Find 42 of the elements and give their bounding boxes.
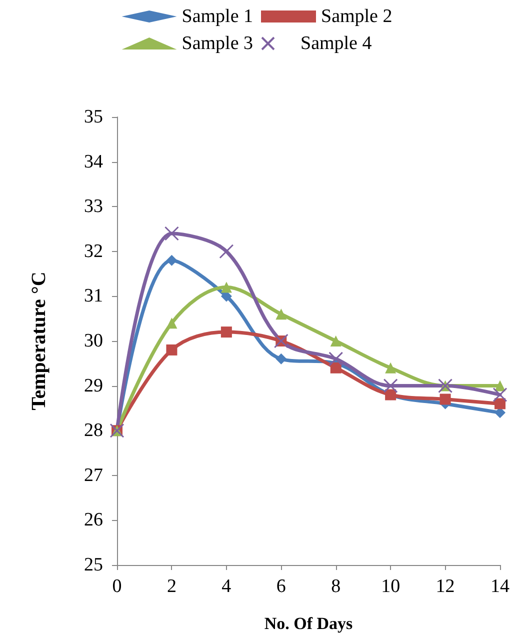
y-axis-title: Temperature °C — [28, 272, 50, 410]
y-tick-label: 30 — [84, 330, 103, 352]
y-tick-label: 29 — [84, 375, 103, 396]
point — [276, 308, 287, 320]
x-tick-label: 6 — [276, 576, 286, 597]
point — [164, 226, 179, 241]
y-tick-label: 35 — [84, 106, 103, 128]
point — [166, 344, 178, 356]
point — [166, 318, 178, 329]
y-tick-label: 25 — [84, 554, 103, 576]
point — [385, 362, 396, 374]
x-tick-label: 14 — [490, 576, 510, 597]
point — [440, 394, 451, 405]
y-tick-label: 26 — [84, 510, 103, 531]
x-tick-label: 8 — [331, 576, 341, 597]
legend-label: Sample 1 — [182, 6, 254, 27]
point — [330, 362, 342, 374]
point — [492, 388, 508, 402]
legend-label: Sample 4 — [300, 33, 372, 54]
x-tick-label: 12 — [436, 576, 455, 597]
point — [494, 380, 506, 392]
legend-label: Sample 2 — [321, 6, 392, 27]
legend-label: Sample 3 — [182, 33, 254, 54]
point — [220, 326, 232, 338]
y-tick-label: 27 — [84, 464, 103, 486]
point — [166, 254, 178, 266]
point — [330, 336, 342, 346]
y-tick-label: 33 — [84, 196, 103, 218]
y-tick-label: 31 — [84, 286, 103, 307]
y-tick-label: 34 — [84, 151, 104, 172]
x-axis-title: No. Of Days — [264, 614, 354, 633]
x-tick-label: 4 — [222, 576, 232, 597]
x-tick-label: 10 — [381, 576, 400, 597]
point — [220, 282, 232, 293]
x-tick-label: 0 — [112, 576, 122, 597]
point — [383, 378, 398, 394]
y-tick-label: 32 — [84, 240, 103, 262]
point — [328, 352, 344, 366]
x-tick-label: 2 — [166, 576, 176, 597]
y-tick-label: 28 — [84, 420, 103, 442]
point — [276, 353, 287, 364]
point — [494, 398, 506, 410]
